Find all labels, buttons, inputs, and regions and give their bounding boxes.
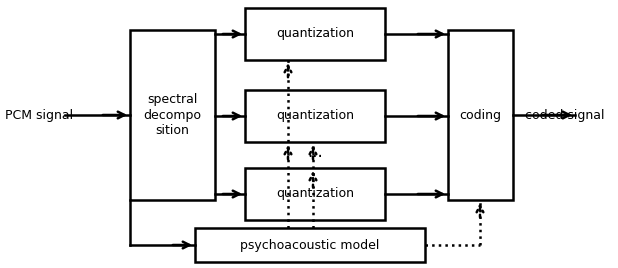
- Bar: [448, 30, 513, 200]
- Text: psychoacoustic model: psychoacoustic model: [240, 239, 379, 251]
- Text: spectral
decompo
sition: spectral decompo sition: [143, 94, 201, 136]
- Bar: [245, 168, 385, 220]
- Bar: [245, 8, 385, 60]
- Text: ...: ...: [307, 143, 323, 161]
- Text: PCM signal: PCM signal: [5, 109, 73, 121]
- Text: quantization: quantization: [276, 188, 354, 200]
- Bar: [245, 90, 385, 142]
- Text: quantization: quantization: [276, 28, 354, 40]
- Text: quantization: quantization: [276, 110, 354, 122]
- Text: coded signal: coded signal: [525, 109, 604, 121]
- Bar: [195, 228, 425, 262]
- Bar: [130, 30, 215, 200]
- Text: coding: coding: [460, 109, 501, 121]
